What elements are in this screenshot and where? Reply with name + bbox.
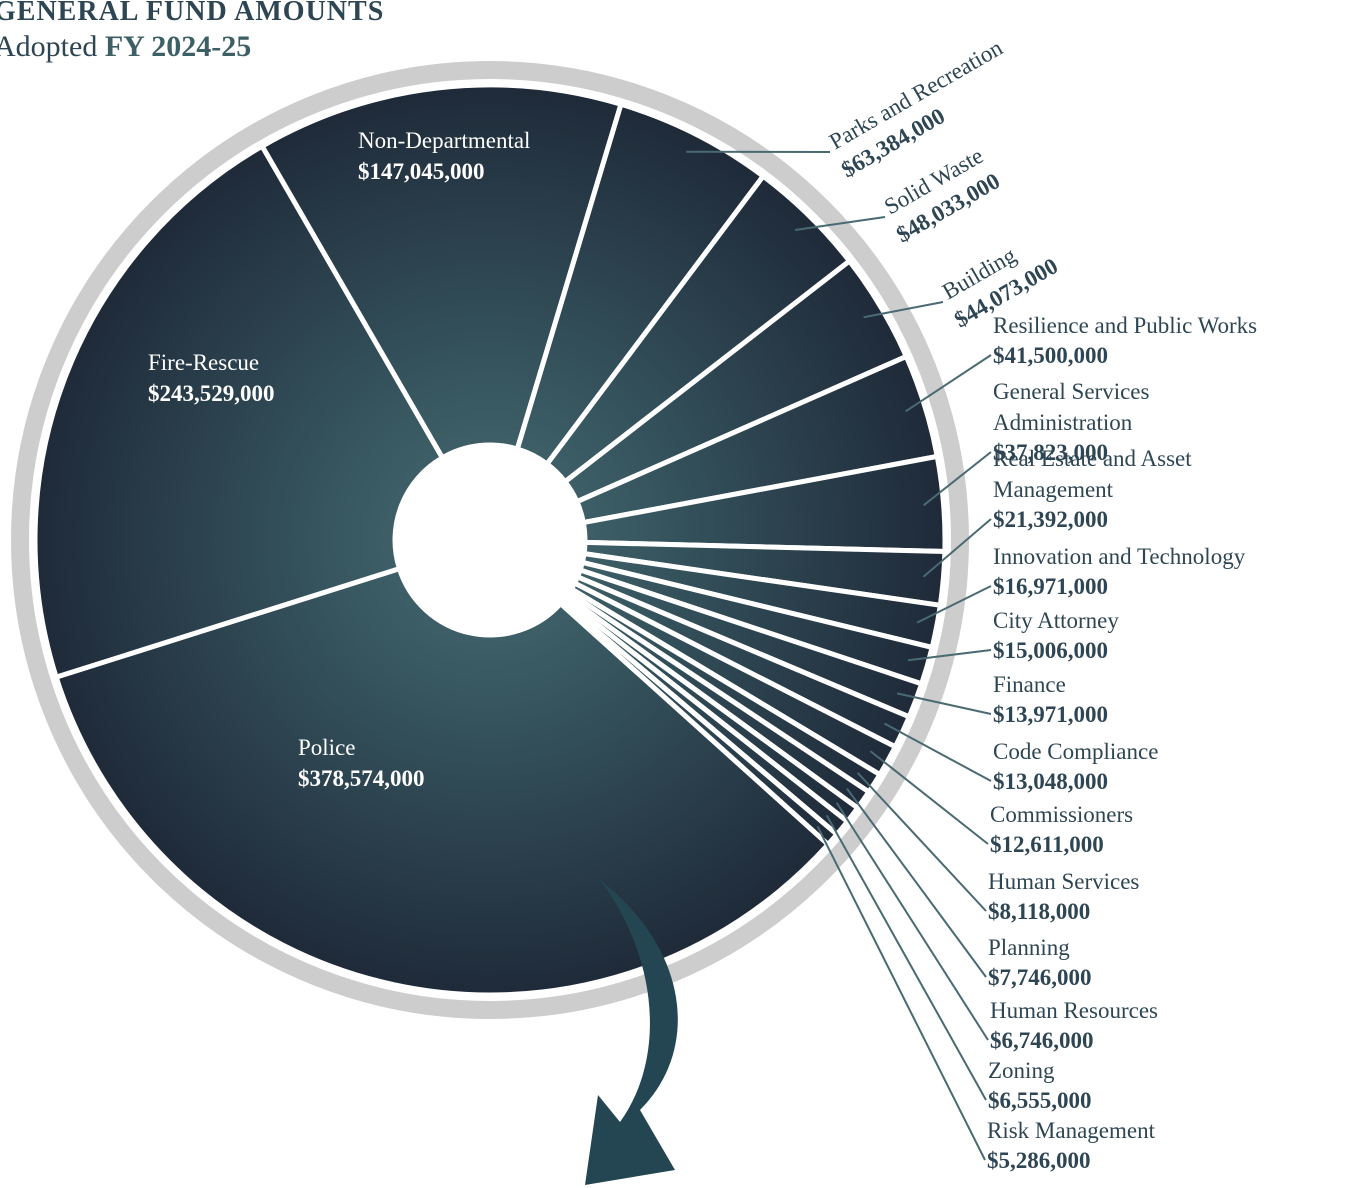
value-label: $15,006,000 — [993, 638, 1108, 663]
leader-line — [907, 649, 992, 662]
leader-line — [835, 802, 989, 1041]
slice-label: Fire-Rescue — [148, 350, 259, 375]
value-label: $147,045,000 — [358, 159, 485, 184]
leader-line — [856, 771, 987, 912]
value-label: $7,746,000 — [988, 965, 1092, 990]
value-label: $12,611,000 — [990, 832, 1104, 857]
leader-line — [905, 354, 992, 413]
value-label: $41,500,000 — [993, 343, 1108, 368]
value-label: $6,746,000 — [990, 1028, 1094, 1053]
value-label: $21,392,000 — [993, 507, 1108, 532]
leader-line — [896, 692, 992, 715]
value-label: $5,286,000 — [987, 1148, 1091, 1173]
value-label: $37,823,000 — [993, 440, 1108, 465]
leader-line — [825, 814, 987, 1101]
value-label: $13,971,000 — [993, 702, 1108, 727]
slice-label: Non-Departmental — [358, 128, 530, 153]
category-label: Risk Management — [987, 1118, 1156, 1143]
slice — [32, 142, 446, 681]
category-label: General Services Administration — [993, 379, 1155, 435]
value-label: $8,118,000 — [988, 899, 1090, 924]
slice — [258, 82, 625, 462]
leader-line — [916, 585, 992, 624]
value-label: $6,555,000 — [988, 1088, 1092, 1113]
leader-line — [794, 216, 886, 231]
category-label: Zoning — [988, 1058, 1055, 1083]
category-label: Real Estate and Asset Management — [993, 446, 1197, 502]
category-label: City Attorney — [993, 608, 1119, 633]
leader-line — [863, 301, 944, 319]
slice — [514, 101, 767, 468]
category-label: Human Services — [988, 869, 1139, 894]
subtitle-highlight: FY 2024-25 — [105, 30, 251, 63]
value-label: $378,574,000 — [298, 766, 425, 791]
leader-line — [846, 788, 987, 978]
value-label: $13,048,000 — [993, 769, 1108, 794]
category-label: Finance — [993, 672, 1066, 697]
value-label: $16,971,000 — [993, 574, 1108, 599]
leader-line — [883, 722, 992, 782]
slice — [557, 597, 841, 848]
category-label: Code Compliance — [993, 739, 1158, 764]
leader-line — [922, 518, 992, 578]
subtitle-text: Adopted — [0, 30, 97, 63]
category-label: Resilience and Public Works — [993, 313, 1257, 338]
slice-label: Police — [298, 735, 356, 760]
category-label: Planning — [988, 935, 1070, 960]
arrow — [585, 880, 678, 1185]
chart-title: GENERAL FUND AMOUNTS — [0, 0, 384, 27]
leader-line — [869, 750, 989, 845]
category-label: Innovation and Technology — [993, 544, 1246, 569]
leader-line — [816, 825, 986, 1161]
outer-ring — [11, 61, 969, 1019]
category-label: Human Resources — [990, 998, 1158, 1023]
category-label: Commissioners — [990, 802, 1133, 827]
slice — [53, 565, 832, 998]
chart-subtitle: Adopted FY 2024-25 — [0, 30, 251, 63]
leader-line — [922, 451, 992, 507]
slices — [32, 82, 948, 998]
value-label: $243,529,000 — [148, 381, 275, 406]
